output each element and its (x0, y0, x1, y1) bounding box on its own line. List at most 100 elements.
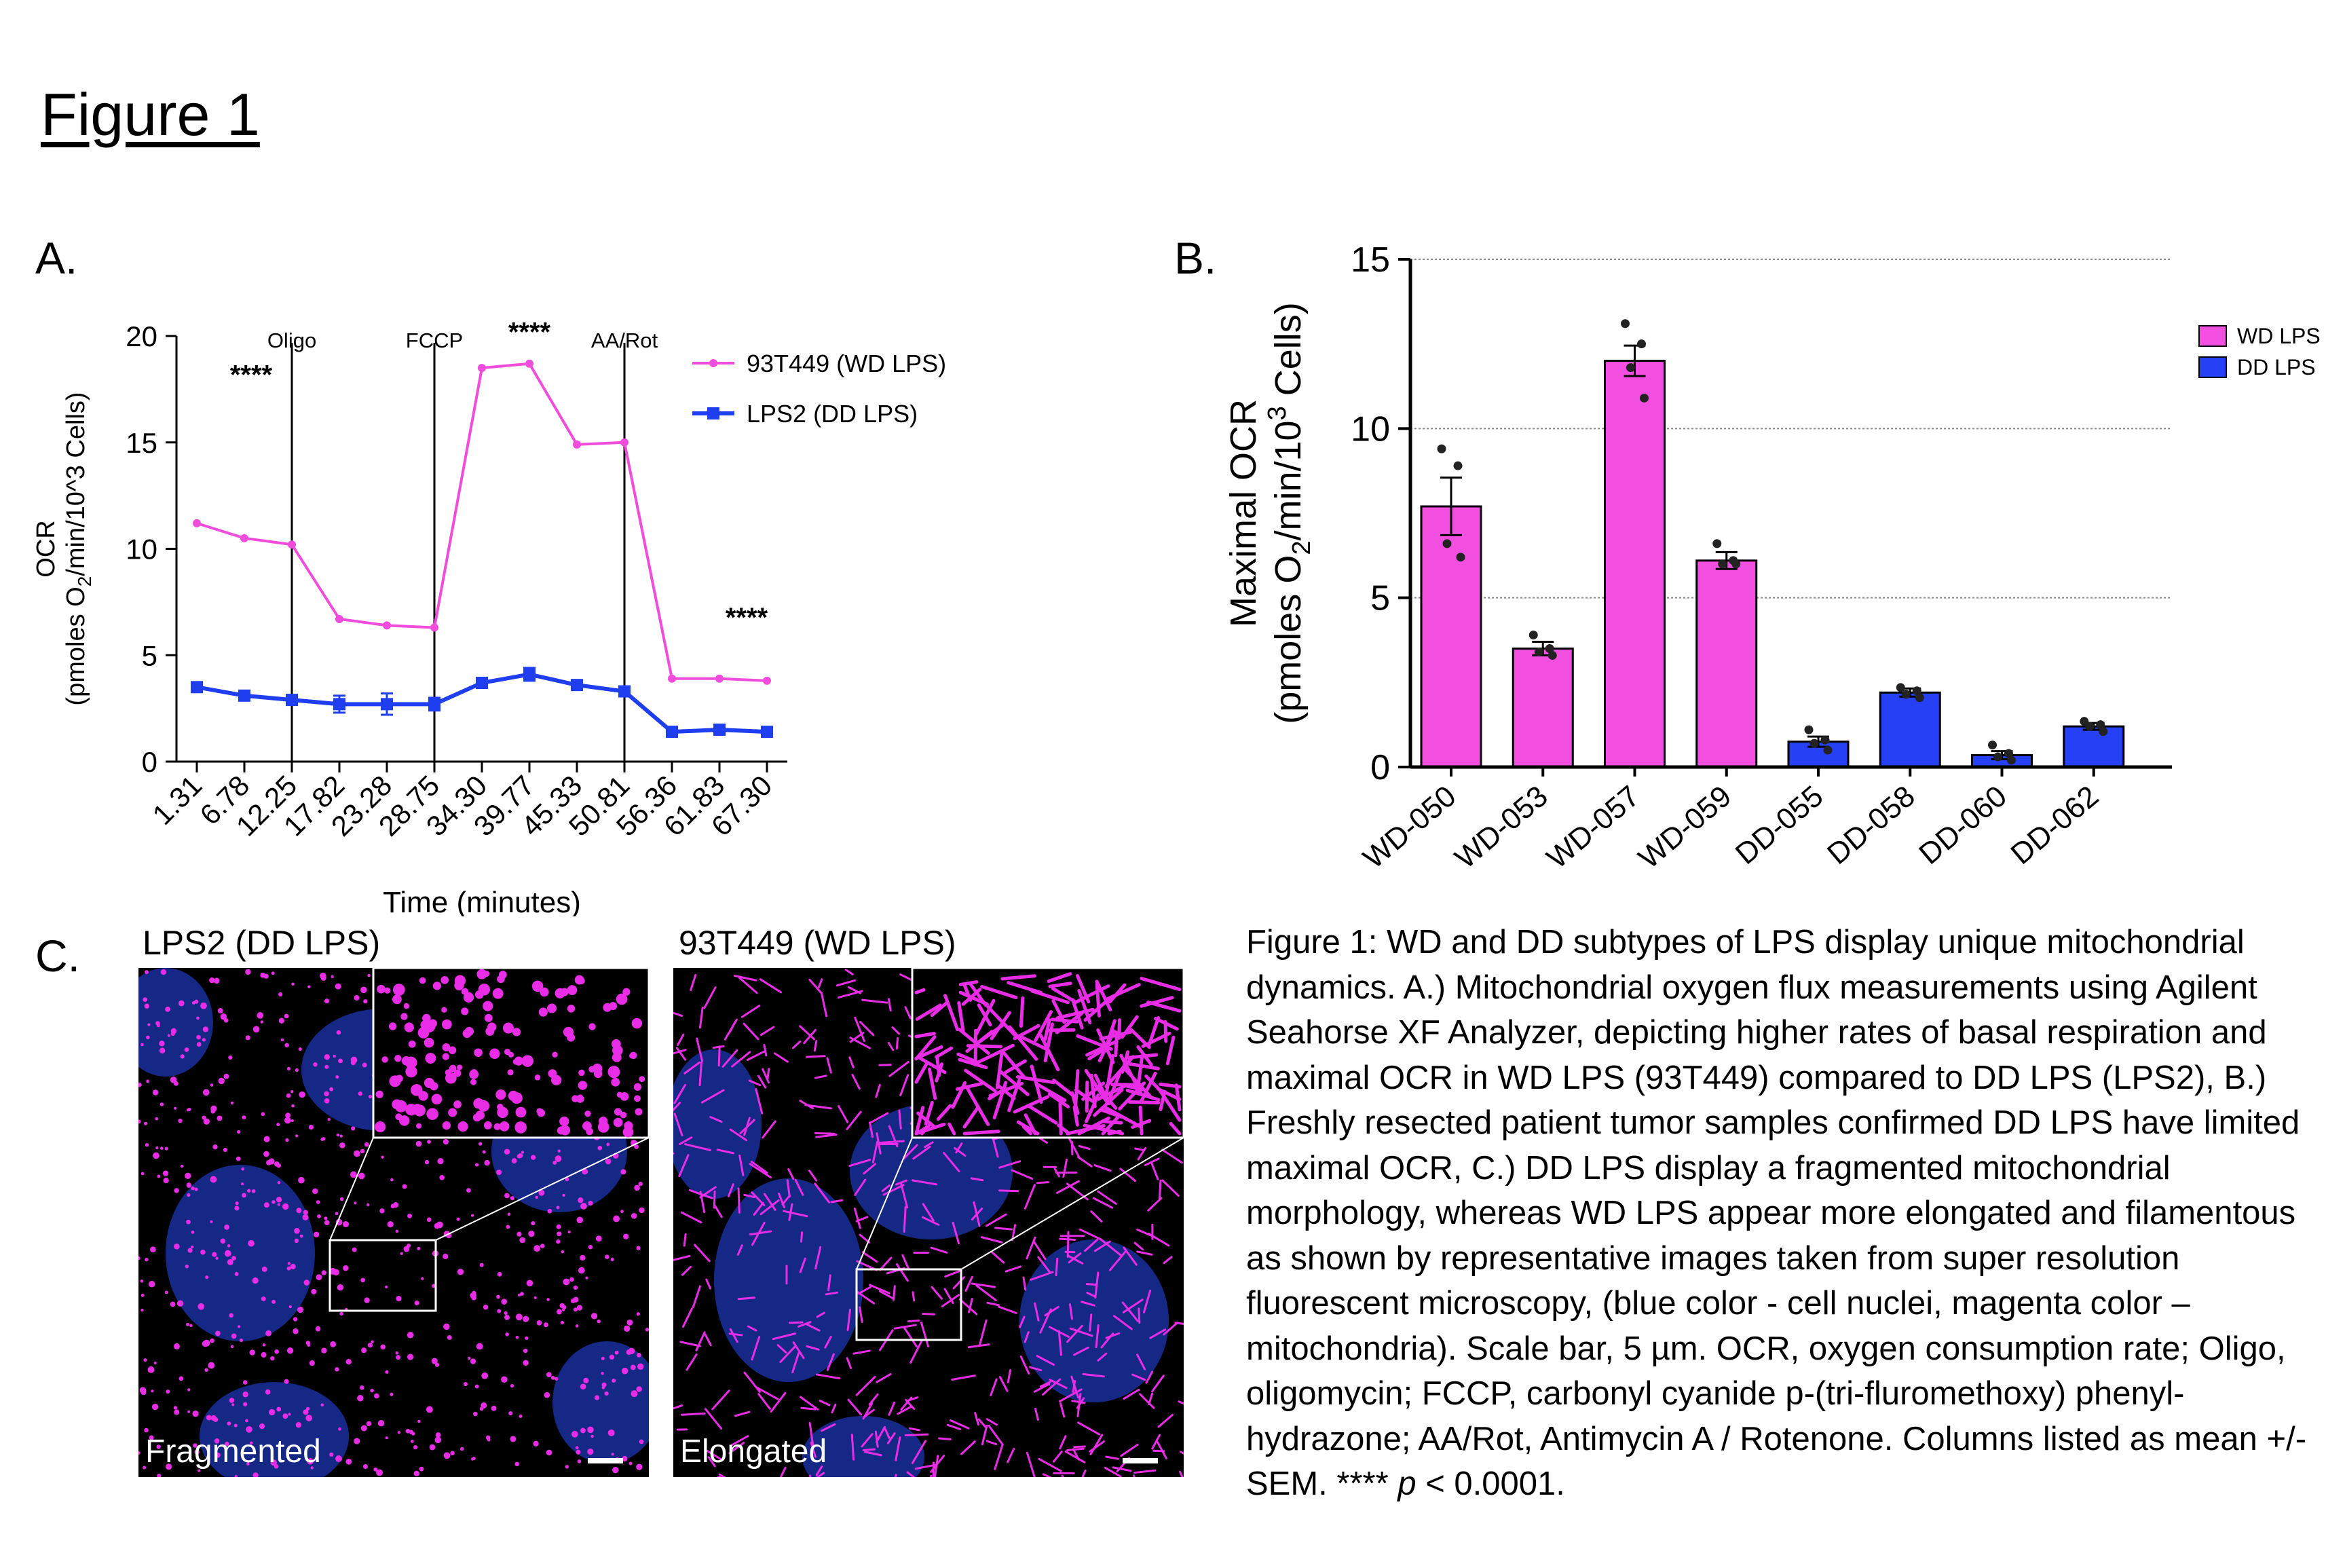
mitochondrion (859, 1021, 875, 1037)
mitochondrion (838, 1104, 849, 1123)
mitochondrion (1077, 1421, 1101, 1436)
mitochondrion (435, 1432, 441, 1438)
mitochondrion (683, 1233, 687, 1247)
mitochondrion (186, 1219, 191, 1225)
mitochondrion (535, 1195, 538, 1199)
mitochondrion (1071, 1400, 1086, 1404)
mitochondrion (138, 1451, 140, 1455)
mitochondrion (909, 1339, 924, 1364)
mitochondrion (196, 1034, 201, 1040)
mitochondrion (753, 1201, 764, 1216)
zoom-connector (435, 1137, 649, 1241)
mitochondrion (1158, 1179, 1162, 1199)
mitochondrion (305, 1341, 311, 1345)
mitochondrion (985, 1213, 1007, 1227)
mitochondrion (556, 1206, 560, 1210)
replicate-point (1637, 339, 1646, 349)
mitochondrion (679, 1341, 701, 1347)
mitochondrion (417, 1419, 421, 1423)
mitochondrion (971, 1208, 983, 1221)
mitochondrion (1068, 1252, 1082, 1264)
mitochondrion (166, 1463, 172, 1470)
mitochondrion (721, 1049, 738, 1068)
inset-mitochondrion (388, 1022, 397, 1030)
mitochondrion (630, 1364, 636, 1370)
mitochondrion (191, 1230, 195, 1234)
mitochondrion (144, 1003, 150, 1009)
mitochondrion (569, 1277, 574, 1282)
mitochondrion (150, 1246, 156, 1253)
panel-letter-b: B. (1174, 233, 1217, 283)
inset-mitochondrion (1027, 1104, 1058, 1125)
mitochondrion (530, 1155, 536, 1160)
mitochondrion (138, 1119, 141, 1124)
mitochondrion (210, 1220, 213, 1223)
replicate-point (1712, 539, 1722, 548)
data-point (193, 519, 201, 527)
mitochondrion (573, 1307, 578, 1312)
mitochondrion (286, 1066, 291, 1071)
mitochondrion (903, 1206, 907, 1233)
mitochondrion (400, 1252, 403, 1255)
mitochondrion (481, 1372, 489, 1379)
inset-mitochondrion (408, 1040, 416, 1048)
mitochondrion (943, 1151, 960, 1172)
mitochondrion (879, 1256, 893, 1271)
mitochondrion (818, 978, 823, 988)
mitochondrion (1137, 1146, 1147, 1161)
replicate-point (2085, 722, 2095, 731)
mitochondrion (869, 1284, 890, 1294)
inset-mitochondrion (603, 1003, 612, 1012)
inset-mitochondrion (578, 1081, 588, 1090)
legend-label: 93T449 (WD LPS) (747, 350, 946, 377)
inset-mitochondrion (1002, 1051, 1027, 1080)
mitochondrion (162, 1170, 169, 1176)
mitochondrion (639, 1439, 644, 1444)
mitochondrion (904, 1006, 912, 1020)
mitochondrion (155, 1146, 159, 1150)
mitochondrion (198, 1303, 205, 1310)
mitochondrion (1178, 1400, 1184, 1405)
mitochondrion (1062, 1158, 1068, 1178)
replicate-point (1453, 461, 1463, 470)
mitochondrion (293, 1328, 299, 1334)
mitochondrion (240, 1182, 244, 1186)
y-tick-label: 5 (142, 639, 157, 671)
mitochondrion (376, 1469, 383, 1476)
mitochondrion (282, 1413, 288, 1419)
mitochondrion (358, 1172, 365, 1180)
mitochondrion (704, 1408, 723, 1430)
mitochondrion (763, 1043, 768, 1057)
mitochondrion (826, 1353, 835, 1371)
micrograph-wd-image (673, 968, 1184, 1477)
mitochondrion (636, 1463, 643, 1470)
data-point (430, 623, 438, 632)
mitochondrion (1039, 1381, 1052, 1388)
inset-mitochondrion (914, 988, 926, 994)
mitochondrion (330, 1341, 337, 1347)
mitochondrion (366, 1421, 372, 1427)
replicate-point (1545, 643, 1554, 653)
nucleus-blob (1019, 1239, 1169, 1402)
mitochondrion (1174, 1322, 1184, 1325)
data-point (763, 676, 771, 685)
mitochondrion (271, 971, 275, 975)
mitochondrion (209, 977, 215, 984)
mitochondrion (225, 1441, 229, 1446)
mitochondrion (1104, 1466, 1122, 1477)
mitochondrion (481, 1402, 487, 1408)
inset-mitochondrion (1043, 1018, 1051, 1041)
mitochondrion (799, 1100, 814, 1110)
mitochondrion (863, 1451, 882, 1457)
mitochondrion (319, 972, 326, 979)
mitochondrion (246, 1462, 250, 1466)
mitochondrion (709, 1116, 723, 1123)
inset-mitochondrion (457, 1121, 468, 1132)
figure-caption: Figure 1: WD and DD subtypes of LPS disp… (1246, 920, 2332, 1507)
mitochondrion (324, 998, 330, 1004)
significance-marker: **** (726, 603, 768, 633)
inset-mitochondrion (403, 1003, 410, 1009)
mitochondrion (846, 1309, 851, 1331)
mitochondrion (385, 1436, 388, 1440)
mitochondrion (1058, 1388, 1083, 1402)
